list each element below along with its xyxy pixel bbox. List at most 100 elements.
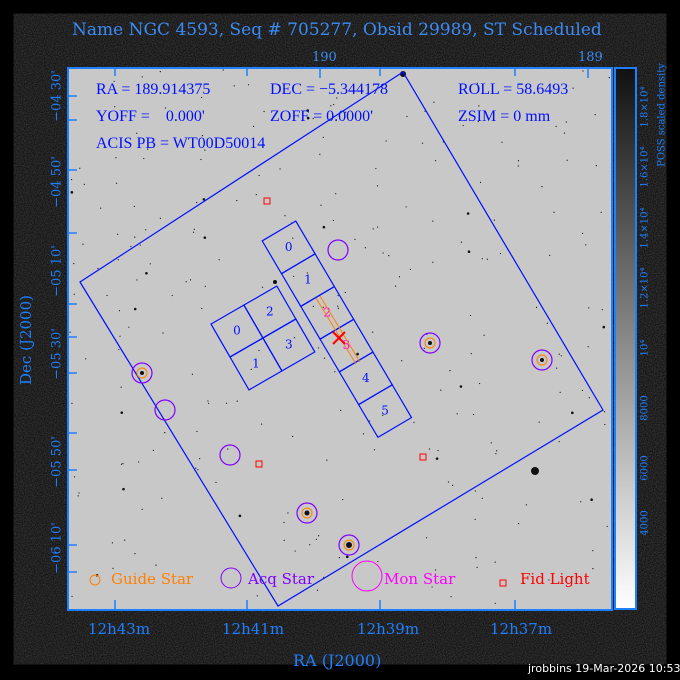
field-star xyxy=(476,82,479,84)
field-star xyxy=(159,70,161,73)
field-star xyxy=(70,191,74,194)
field-star xyxy=(130,245,132,248)
acis-pb-readout: ACIS PB = WT00D50014 xyxy=(96,135,266,152)
fid-light-icon xyxy=(419,453,427,461)
field-star xyxy=(312,305,314,307)
field-star xyxy=(195,467,197,469)
field-star xyxy=(558,353,560,355)
field-star xyxy=(202,198,206,201)
field-star xyxy=(225,402,228,404)
field-star xyxy=(344,111,347,113)
field-star xyxy=(279,168,281,170)
acis-s-chip xyxy=(357,383,413,439)
field-star xyxy=(71,595,73,597)
x-tick: 12h43m xyxy=(88,620,151,638)
field-star xyxy=(293,275,295,277)
field-star xyxy=(413,421,415,423)
bright-star xyxy=(140,371,144,375)
fid-light-icon xyxy=(263,197,271,205)
field-star xyxy=(145,271,148,275)
field-star xyxy=(149,263,151,265)
field-star xyxy=(120,411,124,414)
field-star xyxy=(287,512,289,514)
field-star xyxy=(592,568,594,570)
guide-star-icon xyxy=(424,337,436,349)
field-star xyxy=(319,153,321,155)
bright-star xyxy=(428,341,432,345)
chip-label: 2 xyxy=(323,305,331,319)
field-star xyxy=(128,326,130,328)
field-star xyxy=(292,435,294,437)
field-star xyxy=(332,219,335,222)
guide-star-icon xyxy=(136,367,148,379)
field-star xyxy=(196,201,198,204)
field-star xyxy=(356,352,359,356)
field-star xyxy=(233,85,235,87)
legend-fid-icon xyxy=(499,579,507,587)
ra-readout: RA = 189.914375 xyxy=(96,81,211,98)
field-star xyxy=(114,106,116,108)
field-star xyxy=(189,279,192,281)
field-star xyxy=(447,481,450,483)
field-star xyxy=(294,550,296,552)
x-tick: 12h41m xyxy=(222,620,285,638)
plot-frame xyxy=(67,67,613,611)
field-star xyxy=(218,259,220,261)
field-star xyxy=(207,400,209,402)
dec-readout: DEC = −5.344178 xyxy=(270,81,389,98)
field-star xyxy=(434,569,437,571)
field-star xyxy=(119,335,121,337)
field-star xyxy=(483,334,485,336)
field-star xyxy=(541,186,543,188)
field-star xyxy=(354,238,356,241)
y-tick-label: −05 50' xyxy=(49,436,65,488)
field-star xyxy=(423,347,425,349)
field-star xyxy=(376,185,379,187)
field-star xyxy=(452,484,454,486)
field-star xyxy=(124,539,126,541)
field-star xyxy=(292,237,294,239)
acq-star-icon xyxy=(154,399,176,421)
field-star xyxy=(200,158,202,161)
field-star xyxy=(460,241,463,243)
field-star xyxy=(459,385,463,388)
field-star xyxy=(227,448,229,450)
field-star xyxy=(470,353,472,355)
acis-i-array: 0 2 1 3 xyxy=(210,285,316,391)
colorbar-tick-label: 6000 xyxy=(639,455,651,481)
field-star xyxy=(499,252,501,255)
field-star xyxy=(435,457,439,460)
bright-star xyxy=(304,510,310,516)
y-tick-label: −04 50' xyxy=(49,156,65,208)
field-star xyxy=(377,560,379,563)
bright-star xyxy=(273,280,277,284)
field-star xyxy=(469,314,472,317)
fov-boundary xyxy=(79,71,604,607)
field-star xyxy=(317,347,320,349)
field-star xyxy=(409,268,412,270)
y-tick-label: −04 30' xyxy=(49,70,65,122)
field-star xyxy=(467,250,471,254)
field-star xyxy=(73,293,75,295)
field-star xyxy=(73,476,76,478)
field-star xyxy=(588,307,590,309)
legend-guide-label: Guide Star xyxy=(111,570,194,588)
field-star xyxy=(70,178,73,181)
field-star xyxy=(474,490,476,492)
field-star xyxy=(193,228,195,230)
acq-star-icon xyxy=(131,362,153,384)
field-star xyxy=(197,469,199,471)
chip-label: 4 xyxy=(362,371,370,385)
field-star xyxy=(585,244,587,246)
bright-star xyxy=(540,358,544,362)
top-tick-190: 190 xyxy=(312,50,337,65)
field-star xyxy=(581,389,583,392)
field-star xyxy=(306,116,310,120)
field-star xyxy=(344,291,346,294)
field-star xyxy=(401,360,403,362)
field-star xyxy=(548,579,550,581)
field-star xyxy=(462,124,464,127)
field-star xyxy=(517,523,520,525)
legend-acq-label: Acq Star xyxy=(248,570,315,588)
